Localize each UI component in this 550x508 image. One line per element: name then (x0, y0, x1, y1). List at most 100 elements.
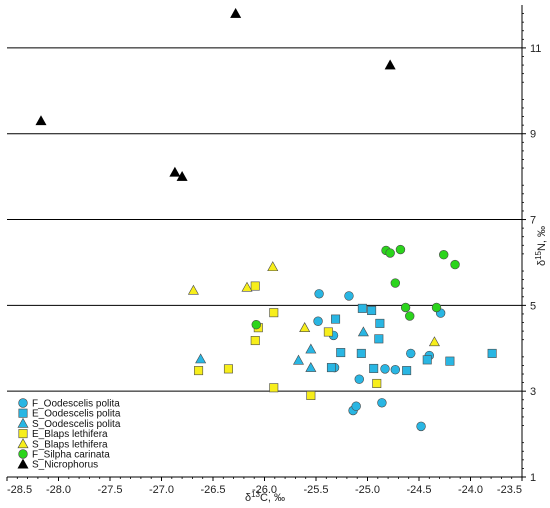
data-point (35, 115, 47, 126)
x-tick-label: -23.5 (497, 484, 522, 496)
data-point (194, 366, 204, 376)
data-point (375, 318, 385, 328)
legend-marker (18, 398, 28, 408)
data-point (299, 322, 311, 332)
data-point (385, 248, 395, 258)
x-tick-label: -28.5 (7, 484, 32, 496)
legend-item: S_Oodescelis polita (17, 417, 121, 430)
x-tick-label: -25.0 (355, 484, 380, 496)
data-point (305, 343, 317, 354)
data-point (395, 244, 406, 255)
data-point (250, 281, 260, 291)
data-point (336, 348, 346, 358)
data-point (439, 250, 449, 260)
data-point (445, 356, 455, 366)
x-tick-label: -27.0 (149, 484, 174, 496)
legend-label: S_Nicrophorus (32, 460, 98, 471)
data-point (354, 374, 364, 384)
data-point (390, 365, 401, 375)
x-tick-label: -24.0 (458, 484, 483, 496)
data-point (292, 354, 304, 365)
data-point (331, 314, 341, 324)
x-tick-label: -25.5 (303, 484, 328, 496)
data-point (369, 363, 379, 373)
data-point (357, 326, 369, 337)
data-point (323, 327, 333, 337)
legend-marker (18, 408, 28, 418)
series-6 (35, 7, 396, 181)
legend-item: F_Silpha carinata (18, 449, 110, 461)
legend-item: E_Blaps lethifera (18, 429, 108, 440)
data-point (314, 289, 324, 299)
data-point (187, 284, 199, 295)
data-point (374, 334, 384, 344)
legend-label: S_Oodescelis polita (32, 419, 121, 430)
tick-labels: -28.5 -28.0 -27.5 -27.0 -26.5 -26.0 -25.5 -25.0… (7, 43, 541, 496)
data-point (305, 361, 317, 372)
data-point (251, 319, 261, 330)
data-point (356, 348, 366, 358)
data-points (35, 7, 497, 432)
x-axis-label: δ13C, ‰ (245, 490, 285, 504)
y-tick-label: 9 (530, 129, 536, 141)
x-tick-label: -24.5 (406, 484, 431, 496)
data-point (400, 302, 411, 313)
legend-marker (18, 449, 28, 459)
legend-marker (17, 417, 29, 428)
y-tick-label: 5 (530, 300, 536, 312)
y-tick-label: 11 (530, 43, 541, 55)
data-point (195, 353, 207, 364)
legend-label: S_Blaps lethifera (32, 439, 108, 450)
legend-label: E_Blaps lethifera (32, 429, 108, 440)
x-tick-label: -27.5 (97, 484, 122, 496)
data-point (380, 364, 390, 374)
data-point (372, 378, 382, 388)
data-point (377, 398, 387, 408)
series-1 (326, 303, 497, 376)
data-point (422, 355, 432, 365)
data-point (169, 166, 181, 177)
data-point (269, 383, 279, 393)
legend-marker (18, 429, 28, 439)
gridlines (7, 47, 522, 392)
legend-marker (17, 458, 29, 469)
data-point (428, 336, 440, 347)
axes (6, 5, 526, 481)
data-point (431, 302, 442, 313)
data-point (269, 308, 279, 318)
legend-item: F_Oodescelis polita (18, 398, 120, 410)
legend-label: E_Oodescelis polita (32, 409, 121, 420)
data-point (176, 171, 188, 181)
data-point (406, 348, 416, 359)
legend-item: S_Nicrophorus (17, 458, 98, 471)
x-tick-label: -28.0 (46, 484, 71, 496)
data-point (450, 259, 460, 270)
data-point (405, 311, 415, 321)
data-point (313, 316, 323, 326)
y-tick-label: 3 (530, 386, 536, 398)
series-2 (195, 326, 369, 372)
data-point (344, 291, 354, 301)
series-4 (187, 261, 440, 347)
data-point (416, 421, 426, 432)
data-point (306, 390, 316, 400)
data-point (267, 261, 279, 272)
data-point (223, 364, 233, 374)
series-5 (251, 244, 460, 330)
data-point (357, 303, 367, 313)
data-point (326, 363, 336, 373)
series-3 (194, 281, 382, 400)
data-point (241, 281, 253, 292)
data-point (384, 59, 396, 70)
x-tick-label: -26.0 (252, 484, 277, 496)
legend-label: F_Silpha carinata (32, 450, 110, 461)
legend-label: F_Oodescelis polita (32, 399, 120, 410)
data-point (250, 336, 260, 346)
legend-item: S_Blaps lethifera (17, 438, 108, 450)
data-point (402, 366, 412, 376)
data-point (230, 7, 242, 18)
x-tick-label: -26.5 (200, 484, 225, 496)
legend-marker (17, 438, 29, 449)
data-point (390, 278, 401, 288)
